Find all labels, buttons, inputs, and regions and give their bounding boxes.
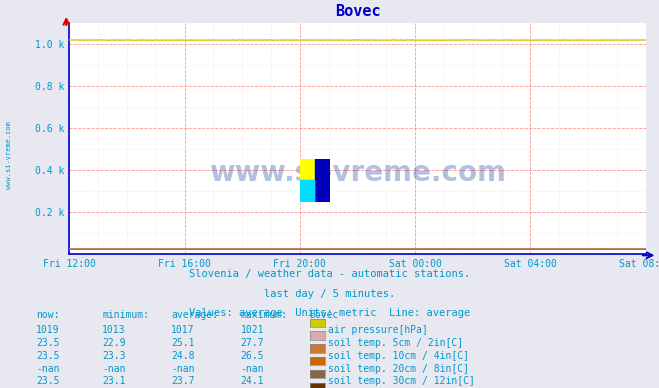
- Text: Slovenia / weather data - automatic stations.: Slovenia / weather data - automatic stat…: [189, 269, 470, 279]
- Title: Bovec: Bovec: [335, 4, 380, 19]
- Text: 1021: 1021: [241, 325, 264, 335]
- Text: www.si-vreme.com: www.si-vreme.com: [209, 159, 506, 187]
- Text: 24.8: 24.8: [171, 351, 195, 361]
- Text: www.si-vreme.com: www.si-vreme.com: [5, 121, 12, 189]
- Polygon shape: [300, 180, 315, 202]
- Text: last day / 5 minutes.: last day / 5 minutes.: [264, 289, 395, 299]
- Text: 25.1: 25.1: [171, 338, 195, 348]
- Text: soil temp. 30cm / 12in[C]: soil temp. 30cm / 12in[C]: [328, 376, 475, 386]
- Text: maximum:: maximum:: [241, 310, 287, 320]
- Polygon shape: [300, 180, 315, 202]
- Text: minimum:: minimum:: [102, 310, 149, 320]
- Text: 24.1: 24.1: [241, 376, 264, 386]
- Text: soil temp. 5cm / 2in[C]: soil temp. 5cm / 2in[C]: [328, 338, 463, 348]
- Polygon shape: [315, 159, 330, 202]
- Text: 23.7: 23.7: [171, 376, 195, 386]
- Text: -nan: -nan: [171, 364, 195, 374]
- Text: 22.9: 22.9: [102, 338, 126, 348]
- Bar: [300, 159, 315, 180]
- Text: Values: average  Units: metric  Line: average: Values: average Units: metric Line: aver…: [189, 308, 470, 318]
- Text: -nan: -nan: [241, 364, 264, 374]
- Text: 23.5: 23.5: [36, 351, 60, 361]
- Text: 26.5: 26.5: [241, 351, 264, 361]
- Text: air pressure[hPa]: air pressure[hPa]: [328, 325, 428, 335]
- Text: -nan: -nan: [36, 364, 60, 374]
- Text: 23.3: 23.3: [102, 351, 126, 361]
- Text: now:: now:: [36, 310, 60, 320]
- Text: 1017: 1017: [171, 325, 195, 335]
- Text: soil temp. 10cm / 4in[C]: soil temp. 10cm / 4in[C]: [328, 351, 469, 361]
- Text: -nan: -nan: [102, 364, 126, 374]
- Text: 1013: 1013: [102, 325, 126, 335]
- Text: soil temp. 20cm / 8in[C]: soil temp. 20cm / 8in[C]: [328, 364, 469, 374]
- Text: 1019: 1019: [36, 325, 60, 335]
- Text: 23.1: 23.1: [102, 376, 126, 386]
- Text: 23.5: 23.5: [36, 376, 60, 386]
- Text: 23.5: 23.5: [36, 338, 60, 348]
- Text: Bovec: Bovec: [310, 310, 339, 320]
- Text: 27.7: 27.7: [241, 338, 264, 348]
- Text: average:: average:: [171, 310, 218, 320]
